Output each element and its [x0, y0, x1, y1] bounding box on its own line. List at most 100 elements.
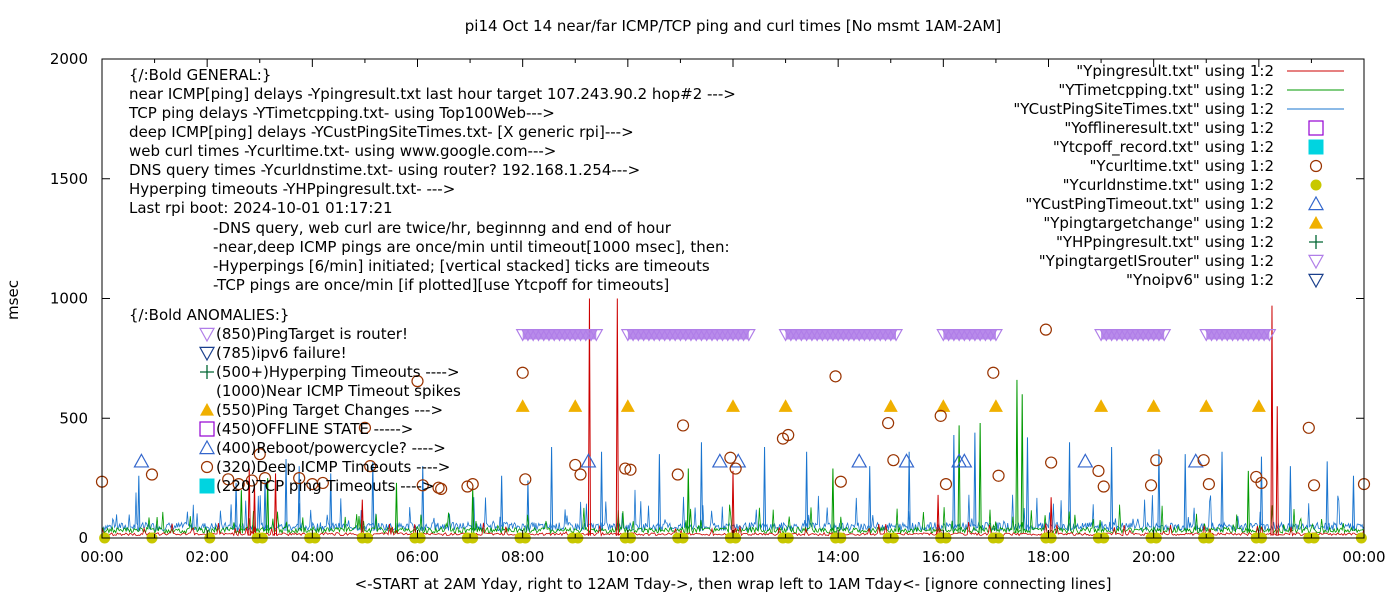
curl-time-point: [435, 482, 448, 496]
series-near-icmp-spike: [273, 473, 278, 536]
curl-time-point: [939, 478, 953, 491]
series-deep-icmp-spike: [1110, 446, 1114, 531]
curl-time-point: [834, 475, 847, 488]
curl-time-point: [829, 370, 842, 383]
x-tick-label: 20:00: [1132, 548, 1175, 566]
series-deep-icmp-spike: [1288, 466, 1292, 531]
curl-time-point: [461, 480, 474, 493]
legend-label: "Ypingresult.txt" using 1:2: [1076, 62, 1274, 80]
curl-time-point: [253, 448, 266, 461]
series-deep-icmp-spike: [1259, 456, 1264, 531]
series-deep-icmp-spike: [1220, 451, 1224, 531]
curl-time-point: [882, 416, 895, 430]
anomalies-heading: {/:Bold ANOMALIES:}: [129, 306, 289, 324]
curl-time-point: [569, 458, 582, 472]
x-tick-label: 14:00: [817, 548, 860, 566]
anomaly-symbol: [198, 439, 216, 455]
series-tcp-ping-spike: [266, 478, 270, 534]
curl-time-point: [619, 462, 632, 475]
curl-time-point: [519, 473, 532, 486]
y-tick-label: 1000: [50, 290, 88, 308]
curl-time-point: [1097, 480, 1110, 493]
curl-time-point: [364, 460, 377, 473]
series-near-icmp-spike: [615, 298, 619, 536]
curl-time-point: [1197, 454, 1210, 467]
legend-symbol: [1309, 216, 1323, 229]
anomaly-label: (320)Deep ICMP Timeouts ---->: [216, 458, 450, 476]
curl-time-point: [574, 468, 587, 481]
general-note: {/:Bold GENERAL:}: [129, 66, 271, 84]
legend-label: "Ycurldnstime.txt" using 1:2: [1063, 176, 1274, 194]
series-tcp-ping-spike: [957, 425, 961, 534]
series-deep-icmp-spike: [1351, 475, 1356, 531]
target-change-marker: [936, 399, 951, 412]
curl-time-point: [782, 428, 795, 442]
curl-time-point: [1092, 464, 1105, 478]
legend-label: "YCustPingSiteTimes.txt" using 1:2: [1013, 100, 1274, 118]
target-change-marker: [620, 399, 635, 412]
anomaly-label: (400)Reboot/powercycle? ---->: [216, 439, 446, 457]
chart-title: pi14 Oct 14 near/far ICMP/TCP ping and c…: [465, 17, 1001, 35]
x-tick-label: 00:00: [1342, 548, 1385, 566]
router-target-band: [522, 329, 597, 340]
anomaly-symbol: [199, 478, 215, 494]
curl-time-point: [411, 375, 424, 388]
series-deep-icmp-spike: [263, 480, 267, 531]
series-deep-icmp-spike: [973, 432, 977, 531]
x-tick-label: 16:00: [922, 548, 965, 566]
series-near-icmp-spike: [731, 470, 735, 536]
general-note: Last rpi boot: 2024-10-01 01:17:21: [129, 199, 393, 217]
series-deep-icmp-spike: [952, 435, 956, 531]
curl-time-point: [1255, 476, 1268, 490]
curl-time-point: [1039, 323, 1052, 336]
reboot-marker: [1187, 453, 1204, 468]
series-deep-icmp-spike: [500, 475, 504, 531]
curl-time-point: [1144, 479, 1158, 492]
series-deep-icmp-spike: [805, 451, 809, 531]
router-target-band: [943, 329, 996, 340]
anomaly-label: (500+)Hyperping Timeouts ---->: [216, 363, 460, 381]
target-change-marker: [1094, 399, 1109, 412]
x-tick-label: 18:00: [1027, 548, 1070, 566]
series-deep-icmp-spike: [137, 475, 141, 531]
indented-note: -DNS query, web curl are twice/hr, begin…: [213, 219, 672, 237]
target-change-marker: [1146, 399, 1161, 412]
series-deep-icmp-spike: [1183, 454, 1187, 531]
annotation-block: {/:Bold GENERAL:}near ICMP[ping] delays …: [128, 66, 736, 495]
series-deep-icmp-spike: [284, 458, 288, 531]
curl-time-point: [258, 472, 272, 485]
axes: 0 500 1000 1500 2000 00:00 02:00 04:00 06:00 08:0…: [50, 50, 1386, 566]
legend-symbol: [1307, 254, 1325, 270]
curl-time-point: [416, 479, 429, 492]
curl-time-point: [671, 468, 684, 481]
legend-label: "YTimetcpping.txt" using 1:2: [1058, 81, 1274, 99]
anomaly-label: (450)OFFLINE STATE ----->: [216, 420, 413, 438]
anomaly-label: (220)TCP ping Timeouts ---->: [216, 477, 434, 495]
series-near-icmp-spike: [1270, 305, 1274, 536]
x-tick-label: 08:00: [501, 548, 544, 566]
series-near-icmp-spike: [936, 494, 940, 536]
curl-time-point: [316, 476, 329, 490]
series-tcp-ping-spike: [686, 468, 690, 534]
series-deep-icmp-spike: [526, 480, 530, 531]
series-deep-icmp-spike: [762, 446, 767, 531]
general-note: DNS query times -Ycurldnstime.txt- using…: [129, 161, 640, 179]
curl-time-point: [293, 472, 306, 485]
anomaly-symbol: [200, 403, 214, 416]
curl-time-point: [1150, 454, 1163, 467]
anomaly-symbol: [200, 460, 214, 474]
x-tick-label: 12:00: [711, 548, 754, 566]
series-deep-icmp-spike: [599, 451, 604, 531]
reboot-marker: [730, 453, 747, 468]
general-note: Hyperping timeouts -YHPpingresult.txt- -…: [129, 180, 455, 198]
target-change-marker: [1199, 399, 1214, 412]
y-tick-label: 500: [59, 409, 88, 427]
anomaly-symbol: [198, 327, 216, 343]
curl-time-point: [724, 451, 737, 464]
target-change-marker: [515, 399, 530, 412]
legend-symbol: [1308, 120, 1324, 136]
series-deep-icmp-spike: [657, 454, 661, 531]
reboot-marker: [851, 453, 868, 468]
anomaly-label: (550)Ping Target Changes --->: [216, 401, 443, 419]
curl-time-point: [358, 421, 372, 434]
